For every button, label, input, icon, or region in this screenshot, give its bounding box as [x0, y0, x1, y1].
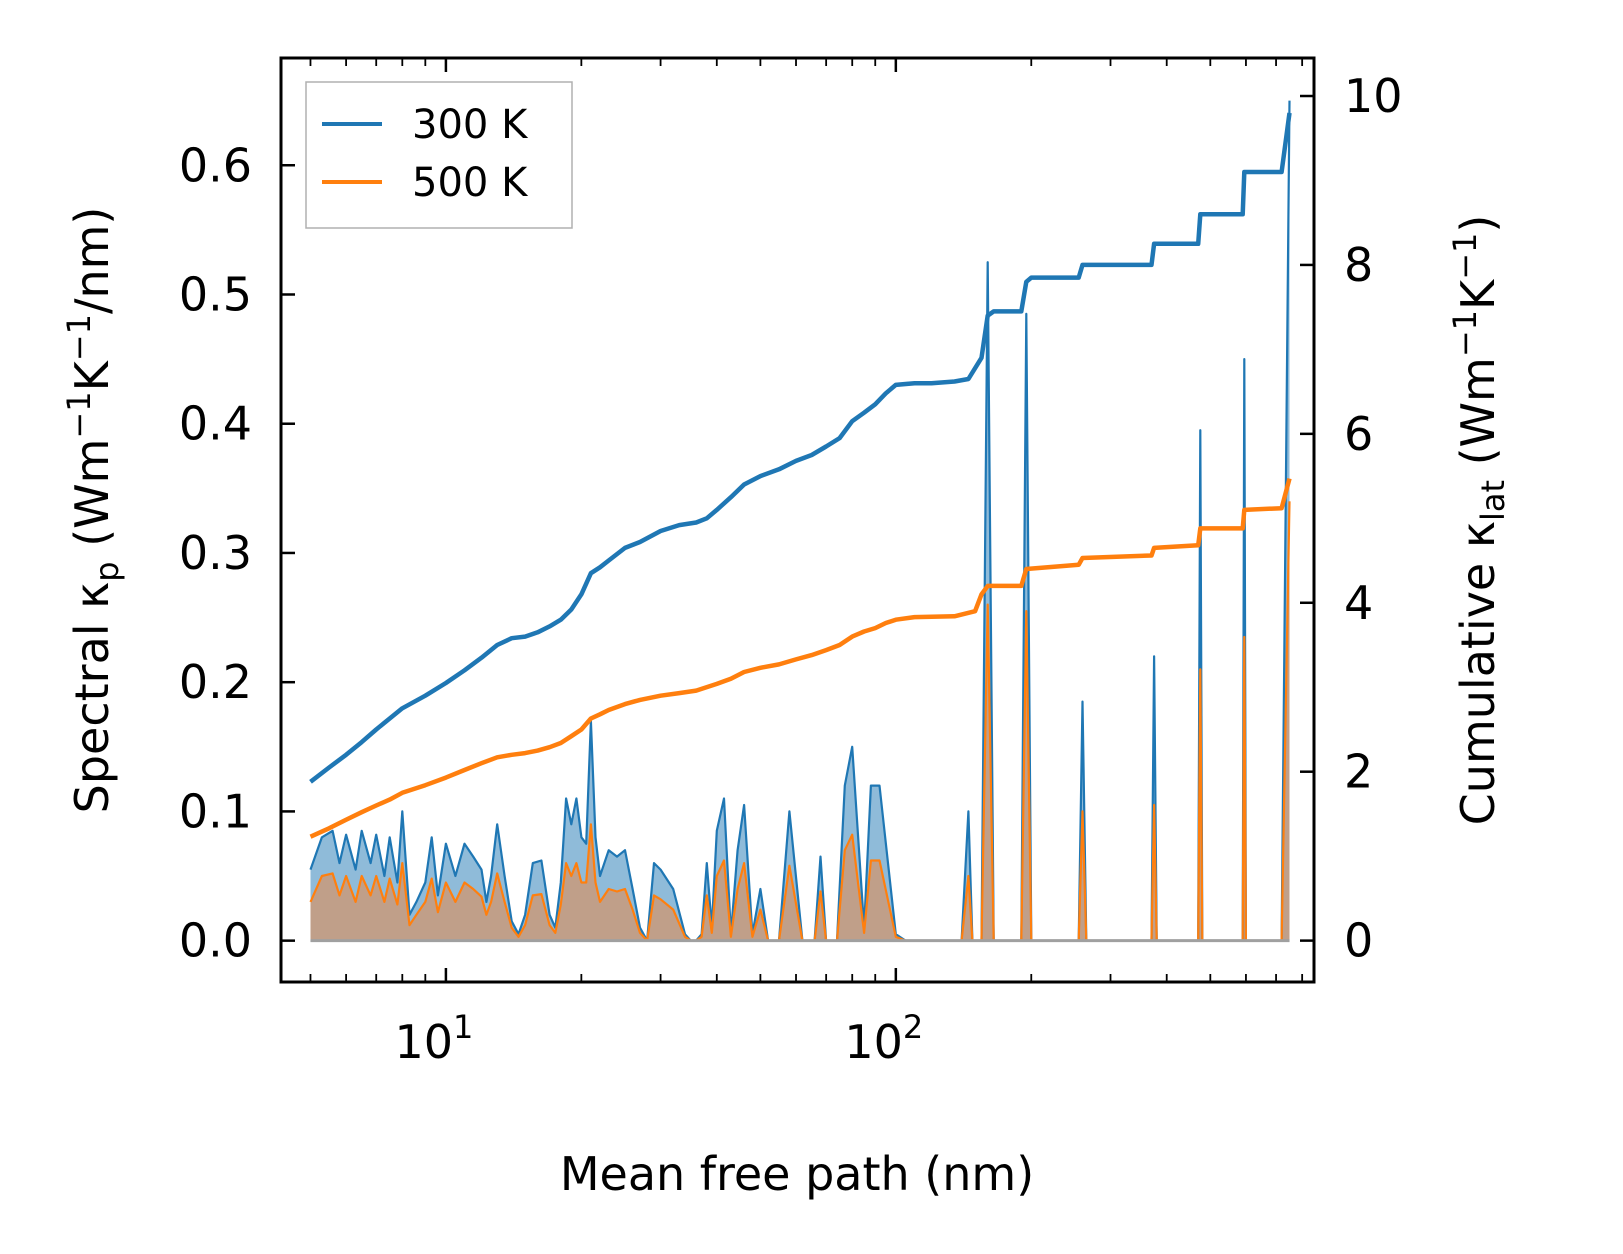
- y-left-label-sub: p: [88, 561, 126, 581]
- y-left-label-main: Spectral κ: [65, 582, 119, 814]
- y-left-label-sup1: −1: [60, 391, 98, 438]
- x-tick-label-exponent: 1: [453, 1008, 473, 1046]
- y-right-label-main: Cumulative κ: [1451, 521, 1505, 825]
- y-right-tick-label: 2: [1344, 745, 1373, 799]
- axes-frame: [279, 56, 1316, 984]
- y-right-tick-label: 8: [1344, 238, 1373, 292]
- y-right-tick-label: 4: [1344, 576, 1373, 630]
- cumulative-line-500k: [309, 478, 1292, 839]
- y-right-label-sup1: −1: [1446, 310, 1484, 357]
- plot-area: [309, 100, 1292, 943]
- y-right-tick-label: 10: [1344, 69, 1403, 123]
- y-left-tick-label: 0.1: [179, 784, 252, 838]
- y-left-tick-label: 0.6: [179, 138, 252, 192]
- y-right-label-units-b: K: [1451, 278, 1505, 310]
- y-right-label-sup2: −1: [1446, 233, 1484, 280]
- y-left-label-units-b: K: [65, 359, 119, 391]
- cumulative-line-300k: [309, 112, 1292, 784]
- x-tick-label: 102: [844, 1008, 923, 1069]
- x-tick-label-exponent: 2: [903, 1008, 923, 1046]
- y-left-tick-label: 0.0: [179, 914, 252, 968]
- y-left-tick-label: 0.5: [179, 267, 252, 321]
- legend-label-500k: 500 K: [412, 160, 529, 206]
- y-right-label-sub: lat: [1474, 480, 1512, 521]
- x-tick-label-base: 10: [394, 1015, 453, 1069]
- legend-label-300k: 300 K: [412, 102, 529, 148]
- y-right-tick-label: 6: [1344, 407, 1373, 461]
- y-right-label-units-c: ): [1451, 215, 1505, 233]
- y-axis-left-label: Spectral κp (Wm−1K−1/nm): [60, 207, 126, 814]
- x-tick-label-base: 10: [844, 1015, 903, 1069]
- x-tick-label: 101: [394, 1008, 473, 1069]
- y-left-label-sup2: −1: [60, 314, 98, 361]
- y-right-tick-label: 0: [1344, 914, 1373, 968]
- y-left-label-units-c: /nm): [65, 207, 119, 314]
- y-left-tick-label: 0.2: [179, 655, 252, 709]
- legend: 300 K 500 K: [305, 81, 573, 229]
- legend-frame: [305, 81, 573, 229]
- y-left-tick-label: 0.4: [179, 397, 252, 451]
- y-left-label-units-a: (Wm: [65, 439, 119, 562]
- y-right-label-units-a: (Wm: [1451, 357, 1505, 480]
- y-axis-right-label: Cumulative κlat (Wm−1K−1): [1446, 215, 1512, 826]
- y-left-tick-label: 0.3: [179, 526, 252, 580]
- x-axis-label: Mean free path (nm): [560, 1147, 1034, 1201]
